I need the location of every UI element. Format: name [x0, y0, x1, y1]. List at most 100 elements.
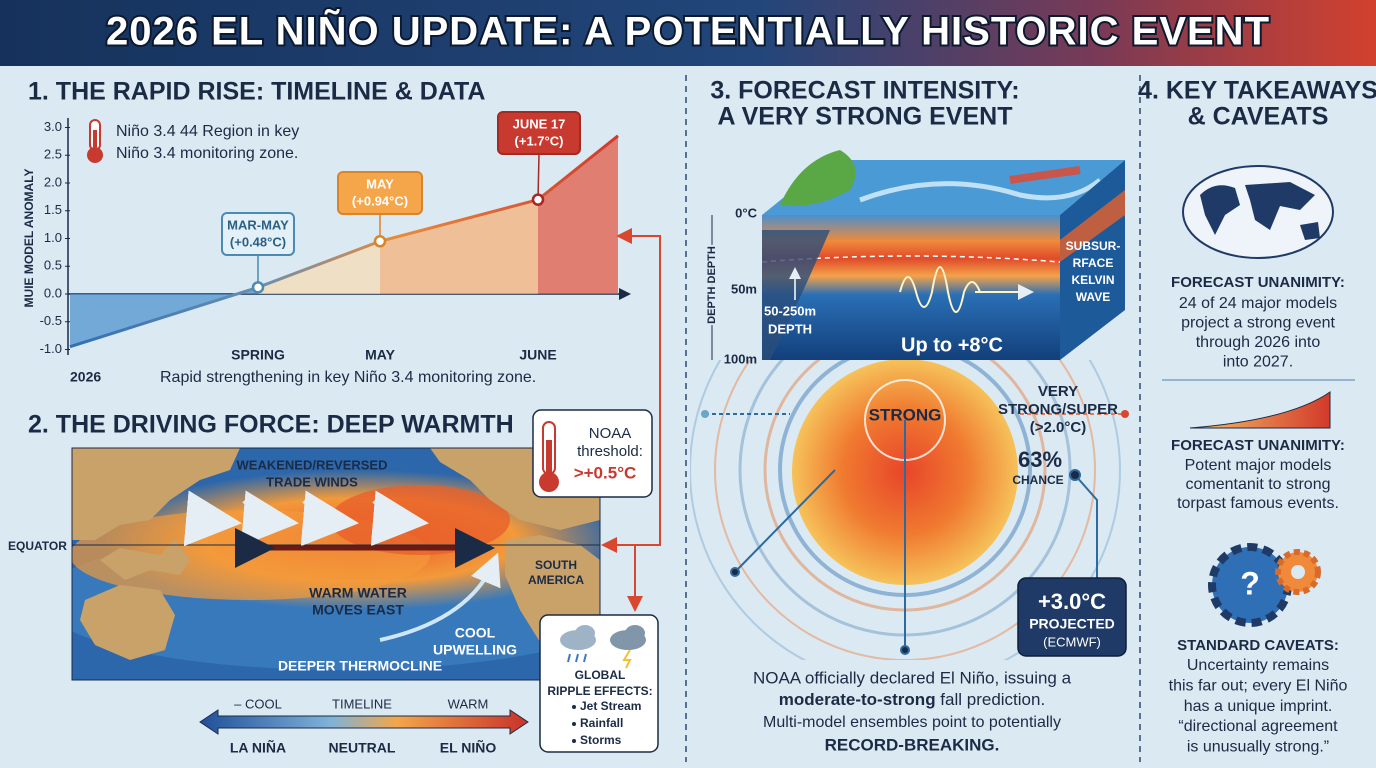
takeaway-text: torpast famous events.	[1177, 495, 1339, 512]
map-label: AMERICA	[528, 573, 584, 587]
section-title: 1. THE RAPID RISE: TIMELINE & DATA	[28, 78, 485, 106]
map-frame	[71, 447, 601, 681]
takeaway-heading: FORECAST UNANIMITY:	[1171, 274, 1345, 291]
decoration	[583, 653, 587, 663]
scale-label: EL NIÑO	[440, 739, 497, 756]
y-tick-label: -0.5	[40, 313, 62, 328]
takeaway-text: 24 of 24 major models	[1179, 295, 1337, 312]
bullets	[572, 705, 576, 743]
intensity-wedge	[1189, 391, 1331, 429]
projection-label: PROJECTED	[1029, 616, 1115, 632]
section-title: & CAVEATS	[1188, 103, 1329, 131]
callout-value: (+0.48°C)	[230, 234, 286, 249]
decoration	[370, 490, 429, 547]
section-title: 4. KEY TAKEAWAYS	[1138, 77, 1376, 105]
intensity-label: STRONG	[869, 405, 942, 424]
y-tick-label: 2.0	[44, 174, 62, 189]
decoration	[899, 266, 981, 313]
ripple-item: Storms	[580, 733, 622, 747]
decoration	[1121, 410, 1129, 418]
x-tick-label: JUNE	[519, 347, 556, 363]
chart-caption: Rapid strengthening in key Niño 3.4 moni…	[160, 369, 536, 386]
intensity-label: VERY	[1038, 383, 1078, 400]
scale-label: LA NIÑA	[230, 739, 286, 756]
section-title: A VERY STRONG EVENT	[718, 103, 1013, 131]
decoration	[87, 147, 103, 163]
decoration	[546, 440, 552, 476]
takeaway-text: this far out; every El Niño	[1169, 678, 1348, 695]
wave-label: RFACE	[1073, 256, 1114, 270]
decoration	[379, 552, 501, 642]
callout-box	[497, 111, 581, 155]
takeaway-heading: FORECAST UNANIMITY:	[1171, 437, 1345, 454]
callout-label: JUNE 17	[513, 116, 566, 131]
decoration	[572, 705, 576, 709]
legend-text: Niño 3.4 monitoring zone.	[116, 145, 298, 162]
decoration	[575, 653, 579, 663]
chance-label: CHANCE	[1012, 473, 1063, 487]
decoration	[1291, 565, 1305, 579]
decoration	[1060, 190, 1125, 262]
decoration	[1245, 182, 1315, 230]
takeaway-text: through 2026 into	[1196, 334, 1321, 351]
map-label: UPWELLING	[433, 642, 517, 658]
y-tick-label: 1.5	[44, 202, 62, 217]
ocean-block	[761, 150, 1125, 360]
decoration	[780, 150, 856, 206]
decoration	[734, 469, 836, 573]
projection-label: (ECMWF)	[1043, 634, 1101, 649]
thermometer-icon	[539, 421, 559, 492]
decoration	[572, 739, 576, 743]
decoration	[622, 649, 632, 669]
decoration	[1074, 474, 1098, 578]
depth-range: 50-250m	[764, 303, 816, 318]
chance-value: 63%	[1018, 447, 1062, 472]
scale-label: TIMELINE	[332, 696, 392, 711]
map-label: DEEPER THERMOCLINE	[278, 658, 442, 674]
gears-icon	[1208, 543, 1321, 627]
y-axis-label: MUIE MODEL ANOMALY	[22, 169, 36, 308]
decoration	[575, 625, 595, 641]
depth-axis-label: DEPTH DEPTH	[706, 246, 718, 324]
decoration	[1069, 469, 1081, 481]
decoration	[100, 540, 190, 580]
area	[380, 199, 538, 294]
ripple-title: RIPPLE EFFECTS:	[547, 684, 652, 698]
ripple-title: GLOBAL	[575, 668, 626, 682]
weather-icons	[560, 625, 646, 669]
takeaway-text: Potent major models	[1185, 457, 1332, 474]
takeaway-text: project a strong event	[1181, 315, 1335, 332]
intensity-label: (>2.0°C)	[1030, 419, 1086, 436]
wave-label: WAVE	[1076, 290, 1110, 304]
enso-scale	[199, 709, 529, 735]
page-title: 2026 EL NIÑO UPDATE: A POTENTIALLY HISTO…	[106, 8, 1270, 54]
decoration	[762, 230, 830, 360]
decoration	[859, 178, 1102, 203]
thermometer-icon	[87, 119, 103, 163]
summary-emphasis: moderate-to-strong	[779, 690, 936, 709]
ripple-item: Rainfall	[580, 716, 623, 730]
decoration	[80, 585, 175, 660]
section-title: 3. FORECAST INTENSITY:	[710, 77, 1019, 105]
depth-label: 100m	[724, 351, 757, 366]
map-label: WEAKENED/REVERSED	[237, 457, 388, 472]
projection-value: +3.0°C	[1038, 589, 1106, 614]
decoration	[93, 130, 97, 152]
y-tick-label: 0.0	[44, 285, 62, 300]
takeaway-text: comentanit to strong	[1186, 476, 1331, 493]
decoration	[572, 722, 576, 726]
summary-text: NOAA officially declared El Niño, issuin…	[753, 668, 1072, 687]
decoration	[183, 490, 242, 547]
connector	[601, 235, 661, 553]
area	[258, 241, 380, 294]
summary-text: Multi-model ensembles point to potential…	[763, 714, 1061, 731]
decoration	[240, 490, 299, 547]
callout-box	[221, 212, 295, 256]
header-bar	[0, 0, 1376, 66]
depth-label: 50m	[731, 281, 757, 296]
callout-label: MAY	[366, 176, 394, 191]
decoration	[72, 448, 240, 540]
wave-label: SUBSUR-	[1066, 239, 1121, 253]
